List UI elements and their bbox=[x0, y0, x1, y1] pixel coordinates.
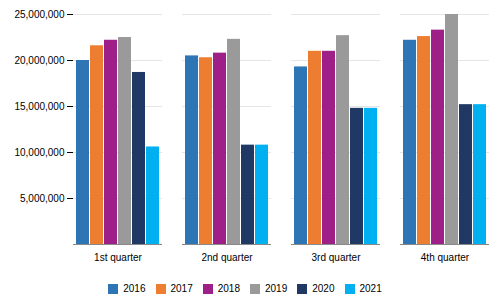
svg-text:4th quarter: 4th quarter bbox=[421, 252, 470, 263]
svg-text:2nd quarter: 2nd quarter bbox=[201, 252, 253, 263]
html-text:2019: 2019 bbox=[265, 283, 288, 294]
html-text:2021: 2021 bbox=[359, 283, 382, 294]
svg-text:1st quarter: 1st quarter bbox=[94, 252, 142, 263]
html-text:2020: 2020 bbox=[312, 283, 335, 294]
html-text:2017: 2017 bbox=[170, 283, 193, 294]
html-text:2016: 2016 bbox=[123, 283, 146, 294]
svg-text:10,000,000: 10,000,000 bbox=[14, 147, 64, 158]
svg-text:15,000,000: 15,000,000 bbox=[14, 101, 64, 112]
svg-text:25,000,000: 25,000,000 bbox=[14, 9, 64, 20]
svg-text:3rd quarter: 3rd quarter bbox=[312, 252, 362, 263]
svg-text:5,000,000: 5,000,000 bbox=[20, 193, 65, 204]
html-text:2018: 2018 bbox=[217, 283, 240, 294]
svg-text:20,000,000: 20,000,000 bbox=[14, 55, 64, 66]
